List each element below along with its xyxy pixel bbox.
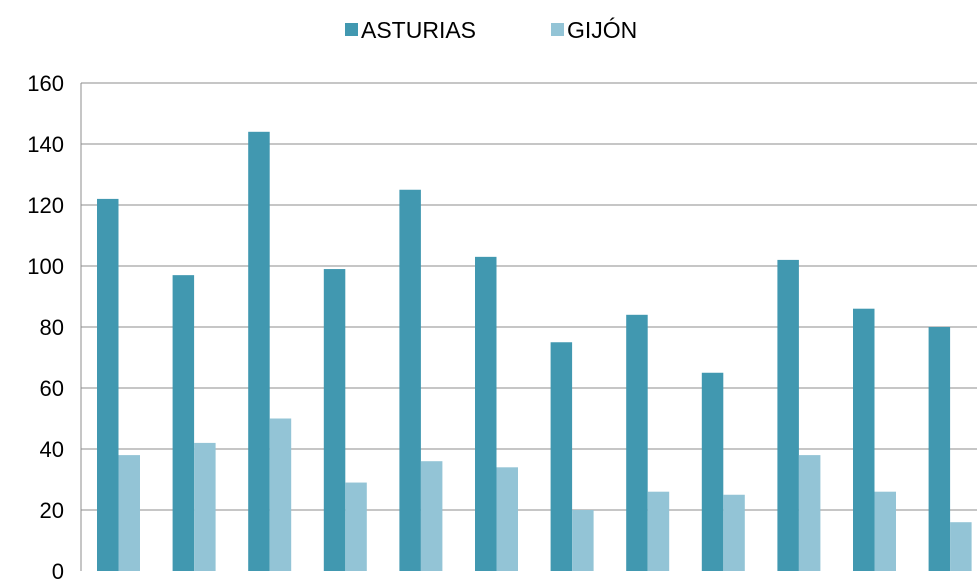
bar-asturias — [248, 131, 270, 572]
y-tick-label: 60 — [40, 376, 64, 401]
bar-gijon — [950, 522, 972, 571]
bar-asturias — [777, 259, 799, 571]
bar-gijon — [874, 491, 896, 571]
bar-gijon — [798, 455, 821, 571]
bar-gijon — [572, 510, 594, 571]
legend: ASTURIAS GIJÓN — [345, 17, 637, 43]
bar-asturias — [701, 372, 724, 571]
bar-gijon — [496, 467, 518, 571]
y-tick-label: 140 — [27, 132, 64, 157]
bar-asturias — [399, 189, 421, 571]
y-tick-label: 40 — [40, 437, 64, 462]
legend-label-asturias: ASTURIAS — [361, 17, 476, 43]
bar-asturias — [928, 327, 951, 571]
y-tick-label: 0 — [52, 559, 64, 579]
bar-asturias — [323, 269, 346, 571]
bars — [97, 131, 972, 572]
bar-gijon — [269, 418, 292, 571]
legend-label-gijon: GIJÓN — [567, 17, 637, 43]
bar-asturias — [475, 256, 497, 571]
y-tick-label: 160 — [27, 71, 64, 96]
bar-asturias — [853, 308, 875, 571]
legend-swatch-asturias — [345, 23, 358, 36]
bar-gijon — [420, 461, 443, 571]
y-tick-label: 20 — [40, 498, 64, 523]
y-tick-label: 100 — [27, 254, 64, 279]
y-tick-label: 120 — [27, 193, 64, 218]
bar-asturias — [172, 275, 195, 571]
bar-gijon — [647, 491, 670, 571]
gridlines — [81, 82, 977, 511]
bar-asturias — [97, 198, 119, 571]
y-axis: 0 20 40 60 80 100 120 140 160 — [27, 71, 82, 579]
y-tick-label: 80 — [40, 315, 64, 340]
legend-swatch-gijon — [551, 23, 564, 36]
bar-asturias — [550, 342, 573, 571]
bar-gijon — [118, 455, 140, 571]
bar-gijon — [194, 442, 216, 571]
bar-gijon — [345, 482, 367, 571]
bar-asturias — [626, 314, 648, 571]
bar-gijon — [723, 494, 745, 571]
